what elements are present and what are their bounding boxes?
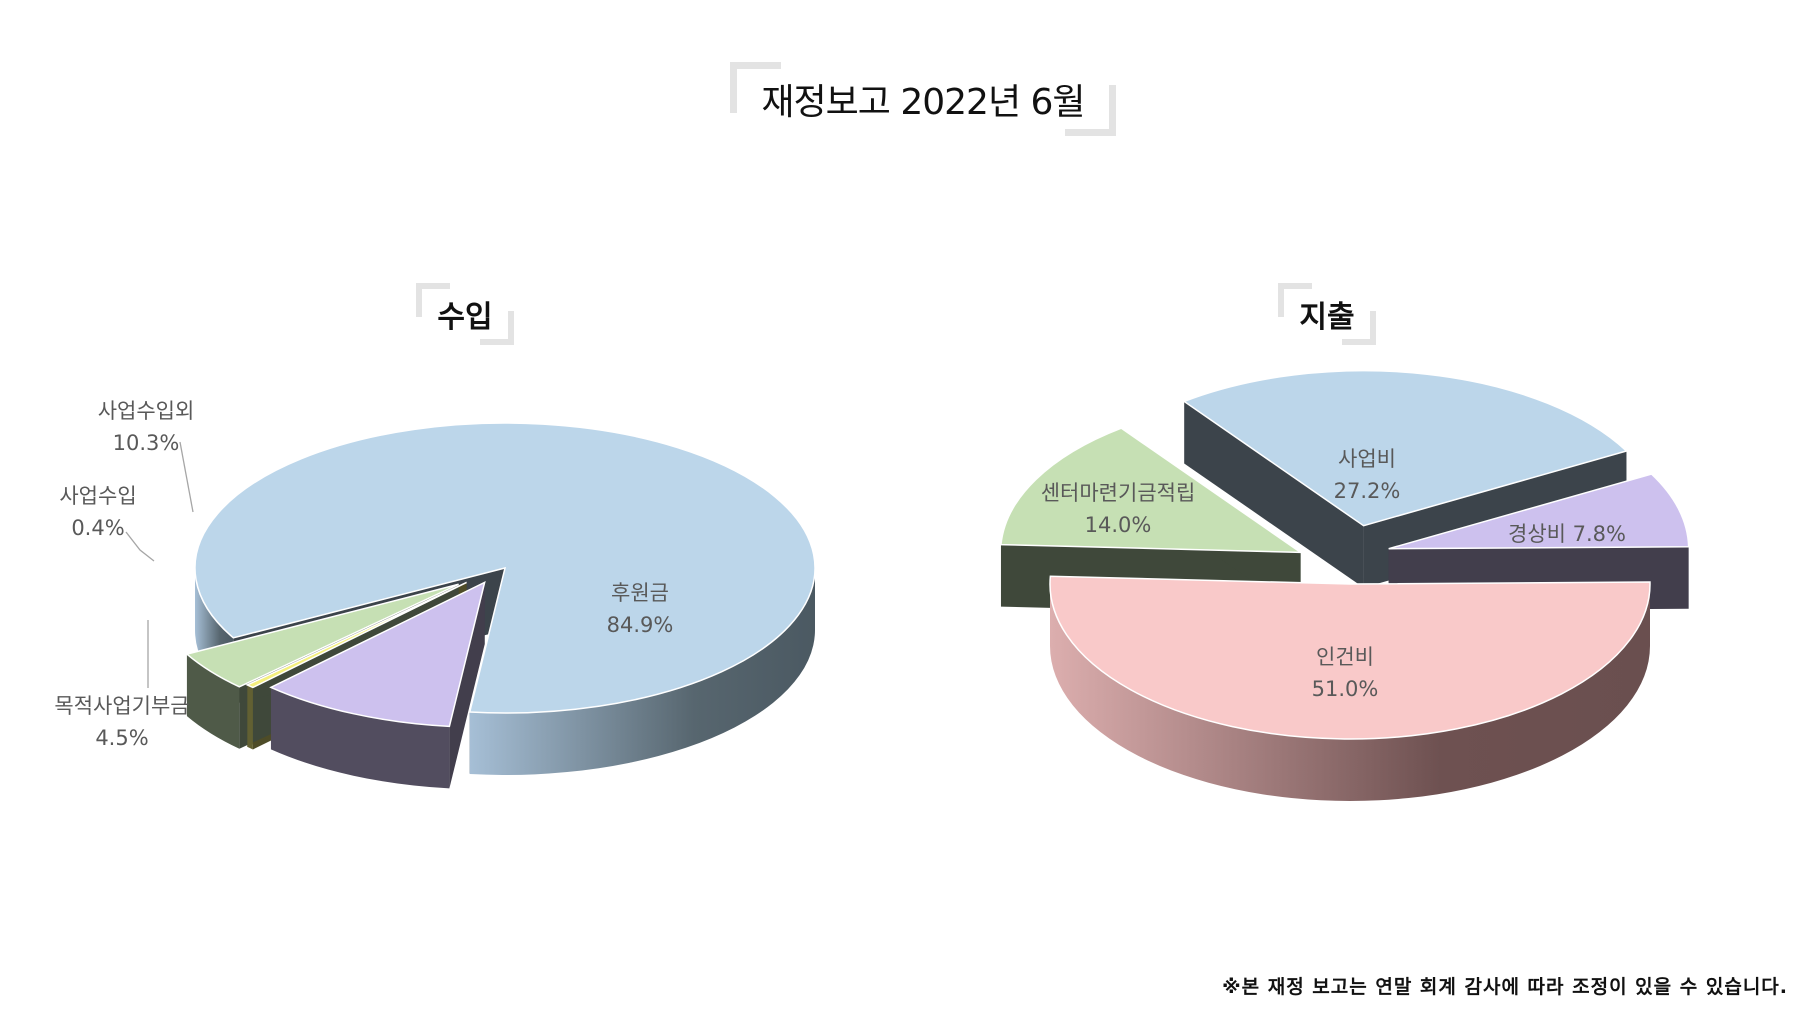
expense-title-bracket-right xyxy=(1342,311,1376,345)
slice-사업수입 xyxy=(245,581,467,689)
footnote: ※본 재정 보고는 연말 회계 감사에 따라 조정이 있을 수 있습니다. xyxy=(1222,976,1788,998)
slice-경상비 xyxy=(1388,473,1690,550)
income-title-bracket-right xyxy=(480,311,514,345)
category-label-후원금: 후원금 xyxy=(611,581,669,605)
slice-side-1-0 xyxy=(270,687,450,789)
income-title-bracket-left xyxy=(416,283,450,317)
slice-목적사업기부금 xyxy=(185,583,459,688)
value-label-사업비: 27.2% xyxy=(1334,479,1401,503)
title-bracket-right xyxy=(1065,85,1116,136)
expense-chart-title-text: 지출 xyxy=(1299,300,1355,335)
category-label-센터마련기금적립: 센터마련기금적립 xyxy=(1041,481,1196,505)
category-label-목적사업기부금: 목적사업기부금 xyxy=(54,694,189,718)
slice-센터마련기금적립 xyxy=(1000,427,1304,554)
slice-사업수입외 xyxy=(269,580,486,728)
value-label-사업수입: 0.4% xyxy=(71,516,124,540)
expense-pie-chart: 인건비 51.0% 센터마련기금적립 14.0% 사업비 27.2% 경상비 7.8% xyxy=(1000,369,1690,801)
expense-title-bracket-left xyxy=(1278,283,1312,317)
value-label-인건비: 51.0% xyxy=(1312,677,1379,701)
income-chart-title: 수입 xyxy=(416,283,514,345)
slice-사업비 xyxy=(1182,369,1628,527)
category-label-사업수입: 사업수입 xyxy=(59,484,136,508)
category-label-사업비: 사업비 xyxy=(1338,447,1396,471)
category-label-사업수입외: 사업수입외 xyxy=(98,399,195,423)
income-chart-title-text: 수입 xyxy=(437,300,493,335)
expense-chart-title: 지출 xyxy=(1278,283,1376,345)
slice-후원금 xyxy=(194,422,816,714)
title-bracket-left xyxy=(730,62,781,113)
slice-wall-2-0 xyxy=(1184,401,1364,588)
page-title-text: 재정보고 2022년 6월 xyxy=(761,82,1085,123)
leader-line-사업수입 xyxy=(125,531,155,562)
page-title: 재정보고 2022년 6월 xyxy=(730,62,1116,136)
slice-side-2-0 xyxy=(247,684,253,750)
slice-인건비 xyxy=(1049,575,1651,740)
slice-side-0-1 xyxy=(469,568,815,775)
value-label-목적사업기부금: 4.5% xyxy=(95,726,148,750)
value-label-후원금: 84.9% xyxy=(607,613,674,637)
leader-line-사업수입외 xyxy=(179,441,194,513)
income-pie-chart: 후원금 84.9% 사업수입외 10.3% 사업수입 0.4% 목적사업기부금 4.5% xyxy=(54,399,816,789)
value-label-센터마련기금적립: 14.0% xyxy=(1085,513,1152,537)
slice-side-3-0 xyxy=(186,654,240,749)
slice-side-0-0 xyxy=(1050,584,1650,801)
value-label-사업수입외: 10.3% xyxy=(113,431,180,455)
data-label-경상비: 경상비 7.8% xyxy=(1508,522,1626,546)
category-label-인건비: 인건비 xyxy=(1316,645,1374,669)
